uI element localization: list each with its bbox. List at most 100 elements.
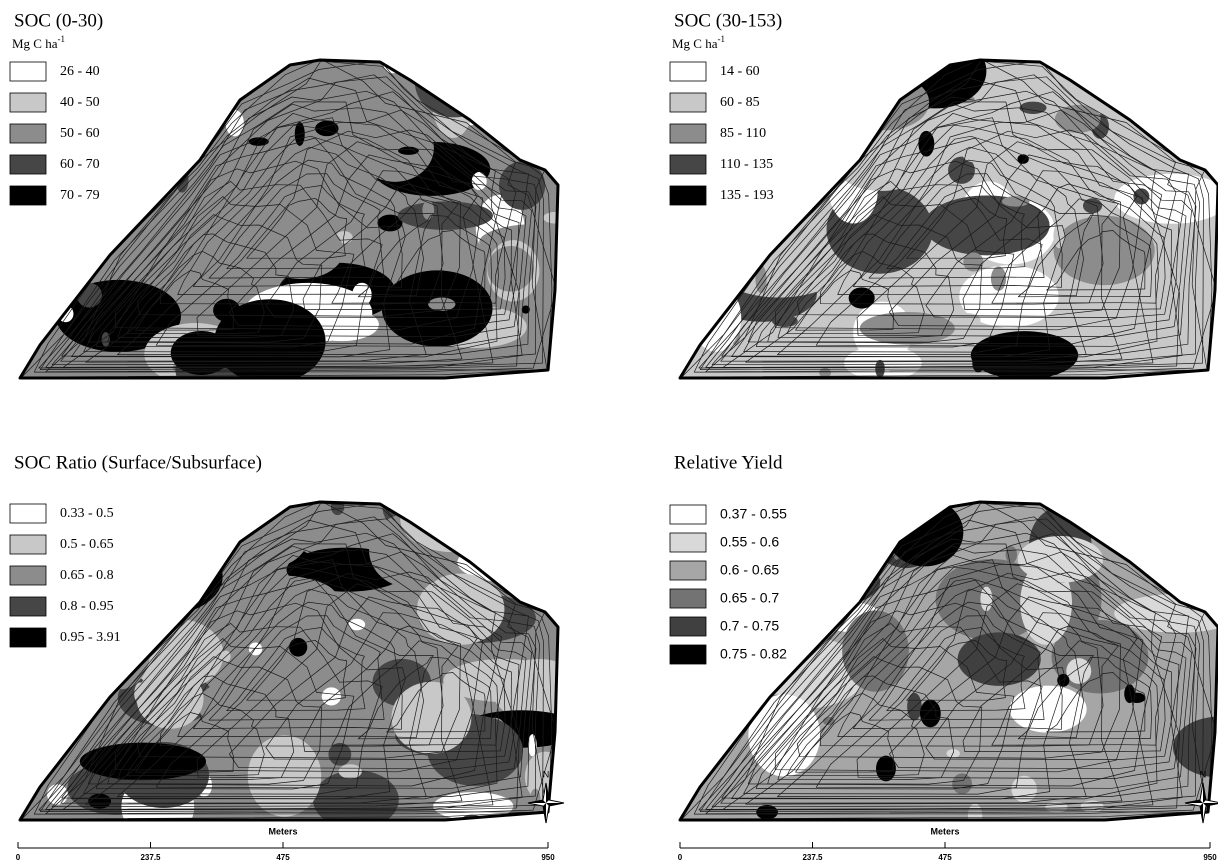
zone-patch (150, 135, 168, 155)
legend-label: 0.37 - 0.55 (720, 506, 787, 522)
legend-label: 26 - 40 (60, 64, 100, 79)
legend-swatch (670, 62, 706, 81)
figure: SOC (0-30)Mg C ha-126 - 4040 - 5050 - 60… (0, 0, 1218, 864)
legend-label: 50 - 60 (60, 126, 100, 141)
scale-bar: Meters0237.5475950 (16, 826, 555, 862)
zone-patch (157, 609, 167, 621)
zone-patch (1054, 216, 1155, 285)
unit-exponent: -1 (718, 34, 726, 44)
map-surface (637, 26, 1218, 405)
zone-patch (400, 486, 504, 552)
zone-patch (507, 82, 535, 92)
unit-base: Mg C ha (672, 36, 718, 51)
zone-patch (1136, 509, 1218, 554)
unit-label: Mg C ha-1 (672, 34, 725, 51)
legend-label: 0.5 - 0.65 (60, 537, 114, 552)
scale-tick-label: 950 (1203, 853, 1217, 862)
scale-tick-label: 475 (276, 853, 290, 862)
zone-patch (1018, 536, 1103, 583)
legend-swatch (670, 561, 706, 580)
zone-patch (415, 47, 494, 117)
zone-patch (1125, 61, 1148, 80)
scale-bar: Meters0237.5475950 (678, 826, 1217, 862)
scale-title: Meters (268, 826, 297, 836)
scale-tick-label: 0 (678, 853, 683, 862)
zone-patch (538, 526, 560, 553)
legend-swatch (670, 124, 706, 143)
zone-patch (249, 643, 262, 656)
map-surface (1, 482, 585, 841)
north-label: N (543, 769, 550, 779)
zone-patch (543, 212, 566, 223)
zone-patch (174, 528, 195, 551)
zone-patch (398, 147, 419, 155)
zone-patch (735, 236, 744, 246)
zone-patch (449, 483, 514, 556)
map-panel: Relative Yield0.37 - 0.550.55 - 0.60.6 -… (670, 452, 1218, 827)
legend-label: 60 - 85 (720, 95, 760, 110)
zone-patch (500, 497, 512, 523)
zone-patch (92, 609, 150, 690)
zone-patch (875, 360, 885, 378)
zone-patch (968, 804, 982, 828)
map-panel: SOC (30-153)Mg C ha-114 - 6060 - 8585 - … (637, 10, 1218, 404)
legend-label: 40 - 50 (60, 95, 100, 110)
zone-patch (103, 115, 126, 138)
zone-patch (1, 668, 75, 705)
page: SOC (0-30)Mg C ha-126 - 4040 - 5050 - 60… (0, 0, 1218, 864)
zone-patch (532, 564, 544, 581)
legend-label: 0.33 - 0.5 (60, 506, 114, 521)
zone-patch (455, 28, 560, 104)
zone-patch (70, 650, 87, 663)
zone-patch (920, 700, 941, 728)
legend-swatch (10, 186, 46, 205)
zone-patch (756, 805, 778, 819)
panel-title: Relative Yield (674, 452, 783, 473)
unit-label: Mg C ha-1 (12, 34, 65, 51)
legend-swatch (670, 186, 706, 205)
legend-swatch (670, 617, 706, 636)
zone-patch (842, 610, 909, 691)
legend-swatch (670, 505, 706, 524)
legend-swatch (10, 597, 46, 616)
legend-swatch (10, 504, 46, 523)
zone-patch (188, 74, 205, 101)
zone-patch (422, 201, 434, 220)
zone-patch (104, 538, 223, 615)
zone-patch (289, 638, 307, 657)
zone-patch (526, 91, 537, 109)
scale-tick-label: 237.5 (802, 853, 823, 862)
zone-patch (14, 200, 81, 276)
legend-swatch (670, 589, 706, 608)
legend-label: 0.95 - 3.91 (60, 630, 121, 645)
legend-swatch (10, 62, 46, 81)
zone-patch (792, 103, 813, 119)
zone-patch (952, 773, 972, 794)
zone-patch (68, 362, 96, 385)
legend-swatch (670, 533, 706, 552)
panel-title: SOC (30-153) (674, 10, 782, 31)
zone-patch (183, 66, 208, 82)
panel-title: SOC (0-30) (14, 10, 103, 31)
scale-tick-label: 237.5 (140, 853, 161, 862)
scale-tick-label: 475 (938, 853, 952, 862)
legend-swatch (10, 566, 46, 585)
map-surface (14, 28, 601, 411)
zone-patch (136, 539, 147, 565)
legend-swatch (10, 628, 46, 647)
legend-swatch (670, 645, 706, 664)
zone-patch (691, 284, 741, 352)
legend-label: 70 - 79 (60, 188, 100, 203)
zone-patch (487, 246, 534, 292)
zone-patch (248, 735, 321, 816)
zone-patch (242, 486, 311, 565)
legend-label: 14 - 60 (720, 64, 760, 79)
zone-patch (924, 195, 1050, 255)
legend-label: 0.8 - 0.95 (60, 599, 114, 614)
zone-patch (968, 649, 991, 674)
zone-patch (720, 174, 729, 189)
unit-base: Mg C ha (12, 36, 58, 51)
legend-swatch (10, 124, 46, 143)
legend-swatch (670, 93, 706, 112)
zone-patch (466, 56, 485, 81)
